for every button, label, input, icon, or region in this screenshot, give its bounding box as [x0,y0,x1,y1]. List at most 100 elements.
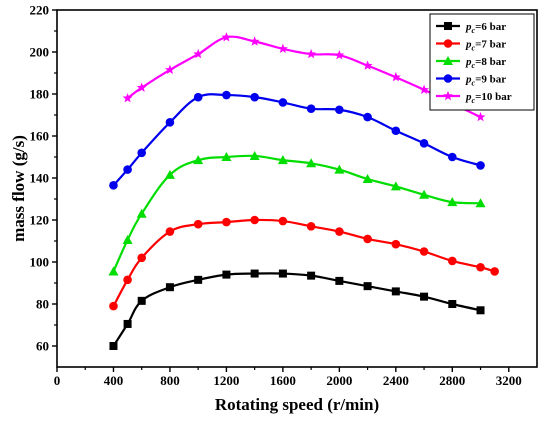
data-point [391,239,401,249]
data-point [136,208,147,218]
data-point [109,181,118,190]
data-point [277,155,288,165]
legend-item: pc=8 bar [436,56,506,70]
data-point [448,300,457,308]
legend-item: pc=10 bar [436,90,512,105]
legend: pc=6 bar pc=7 bar pc=8 bar pc=9 bar pc=10 ba… [429,13,535,111]
data-point [193,219,203,229]
y-axis-title: mass flow (g/s) [9,135,28,242]
data-point [165,283,174,292]
data-point [390,72,401,82]
data-point [122,234,133,244]
data-point [490,267,499,276]
data-point [123,165,132,174]
data-point [420,292,429,301]
data-point [137,148,147,158]
y-tick-label: 120 [30,213,50,228]
data-point [307,271,316,280]
data-point [476,262,485,272]
legend-swatch-marker [443,56,453,65]
data-point [164,169,175,179]
data-point [306,104,316,113]
data-point [123,275,132,285]
data-point [447,256,457,266]
x-tick-label: 3200 [496,373,522,388]
x-tick-label: 1200 [213,373,239,388]
data-point [306,48,317,59]
data-point [165,64,175,75]
data-point [362,60,373,70]
y-tick-label: 100 [30,255,50,270]
data-point [306,222,316,231]
data-point [193,92,203,102]
data-point [419,139,429,148]
data-point [419,247,429,256]
data-point [391,126,401,136]
data-point [419,84,429,95]
data-point [306,158,317,168]
data-point [334,49,345,60]
data-point [278,98,288,107]
legend-swatch-marker [443,90,453,101]
data-point [476,161,485,170]
series-2 [109,215,499,311]
data-point [277,43,288,54]
legend-label: pc=6 bar [465,21,506,35]
data-point [249,150,260,160]
data-point [391,287,400,296]
data-point [222,270,231,279]
data-point [137,253,147,263]
series-layer [108,32,499,350]
legend-label: pc=9 bar [465,74,506,88]
legend-label: pc=8 bar [465,56,506,70]
series-3 [108,150,486,276]
x-tick-label: 800 [160,373,180,388]
data-point [193,48,204,59]
data-point [250,92,259,102]
data-point [222,90,231,100]
data-point [363,234,372,244]
x-tick-label: 2000 [326,373,352,388]
x-tick-label: 400 [104,373,124,388]
data-point [221,152,232,161]
data-point [335,276,344,285]
data-point [122,93,133,103]
data-point [475,111,486,122]
data-point [334,164,345,174]
data-point [109,342,118,350]
data-point [447,197,458,207]
series-line [112,218,495,307]
x-tick-label: 0 [54,373,61,388]
data-point [136,82,147,92]
y-tick-label: 160 [30,129,50,144]
y-tick-label: 200 [30,45,50,60]
x-tick-label: 1600 [270,373,296,388]
data-point [137,296,146,305]
data-point [194,275,203,284]
y-tick-label: 60 [36,339,49,354]
data-point [362,174,373,184]
data-point [335,227,344,236]
y-tick-label: 140 [30,171,50,186]
data-point [363,112,372,122]
legend-item: pc=7 bar [436,39,506,53]
legend-swatch-marker [443,39,453,48]
data-point [363,282,372,291]
x-tick-label: 2800 [439,373,465,388]
data-point [278,216,288,226]
data-point [165,227,175,236]
legend-label: pc=7 bar [465,39,506,53]
data-point [278,269,287,278]
y-tick-label: 80 [36,297,49,312]
legend-item: pc=9 bar [436,74,506,88]
data-point [222,217,231,227]
x-axis-title: Rotating speed (r/min) [215,395,379,414]
legend-item: pc=6 bar [436,21,506,35]
legend-label: pc=10 bar [465,91,512,105]
data-point [447,152,457,162]
data-point [250,215,259,225]
data-point [475,198,486,208]
data-point [419,189,430,199]
series-5 [122,32,486,122]
